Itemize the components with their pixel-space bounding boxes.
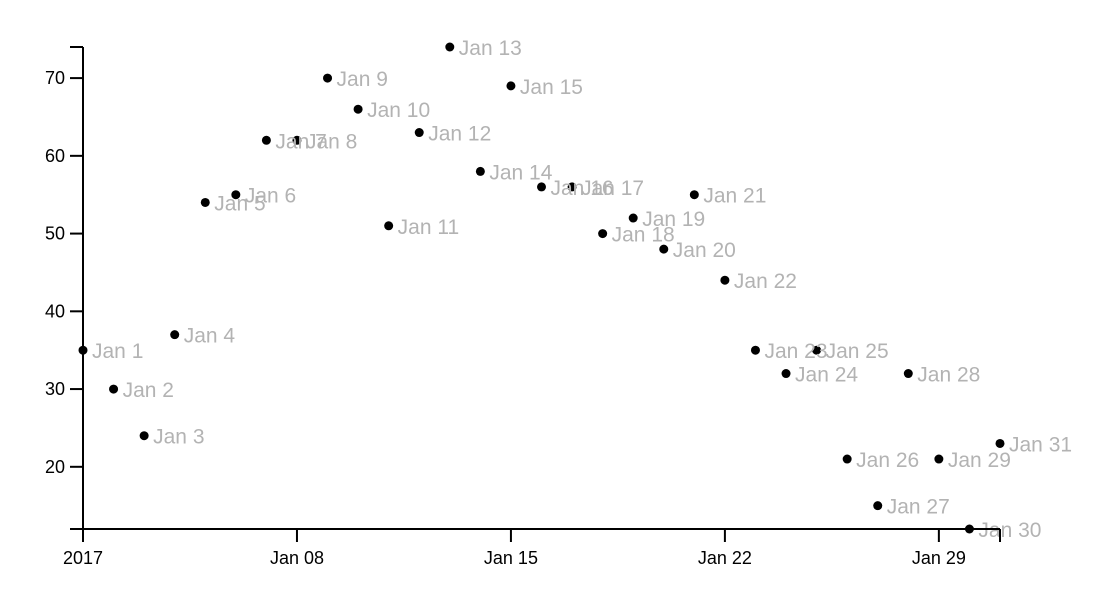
x-tick-label: Jan 15 xyxy=(484,548,538,568)
y-tick-label: 70 xyxy=(45,68,65,88)
data-point[interactable] xyxy=(934,454,944,464)
data-point-label: Jan 9 xyxy=(337,68,388,91)
data-point-label: Jan 12 xyxy=(428,123,491,146)
y-tick-label: 50 xyxy=(45,224,65,244)
data-point[interactable] xyxy=(995,438,1005,448)
y-tick-label: 20 xyxy=(45,457,65,477)
x-tick-label: Jan 08 xyxy=(270,548,324,568)
data-point[interactable] xyxy=(353,104,363,114)
data-point[interactable] xyxy=(384,221,394,231)
data-point-label: Jan 18 xyxy=(612,224,675,247)
data-point[interactable] xyxy=(720,275,730,285)
data-point-label: Jan 10 xyxy=(367,99,430,122)
y-tick-label: 30 xyxy=(45,379,65,399)
data-point-label: Jan 5 xyxy=(214,192,265,215)
data-point[interactable] xyxy=(842,454,852,464)
data-point-label: Jan 21 xyxy=(703,185,766,208)
data-point[interactable] xyxy=(873,501,883,511)
data-point[interactable] xyxy=(689,190,699,200)
data-point[interactable] xyxy=(200,197,210,207)
data-point[interactable] xyxy=(537,182,546,192)
y-axis: 20 30 40 50 60 70 xyxy=(45,46,84,542)
data-point-label: Jan 4 xyxy=(184,325,236,348)
x-axis: 2017 Jan 08 Jan 15 Jan 22 Jan 29 xyxy=(63,528,1001,568)
data-point[interactable] xyxy=(750,345,760,355)
data-point-label: Jan 7 xyxy=(275,130,326,153)
data-point[interactable] xyxy=(170,330,180,340)
data-point-label: Jan 17 xyxy=(581,177,644,200)
data-point[interactable] xyxy=(781,369,791,379)
data-point[interactable] xyxy=(109,384,119,394)
data-point[interactable] xyxy=(231,190,241,200)
data-point-label: Jan 26 xyxy=(856,449,919,472)
data-point-label: Jan 6 xyxy=(245,185,296,208)
data-point-label: Jan 28 xyxy=(917,364,980,387)
data-point[interactable] xyxy=(598,229,608,239)
data-point-label: Jan 15 xyxy=(520,76,583,99)
data-point[interactable] xyxy=(567,182,577,192)
data-point-label: Jan 23 xyxy=(764,340,827,363)
data-point-label: Jan 3 xyxy=(153,426,204,449)
data-point[interactable] xyxy=(475,166,485,176)
data-point-label: Jan 11 xyxy=(398,216,460,239)
data-point[interactable] xyxy=(414,128,424,138)
data-point-label: Jan 27 xyxy=(887,496,950,519)
data-point-label: Jan 13 xyxy=(459,37,522,60)
data-point[interactable] xyxy=(139,431,149,441)
data-point-label: Jan 8 xyxy=(306,130,357,153)
data-point-label: Jan 2 xyxy=(123,379,174,402)
points-layer xyxy=(78,42,1005,534)
data-point-label: Jan 14 xyxy=(489,161,552,184)
data-point[interactable] xyxy=(292,135,302,145)
x-tick-label: 2017 xyxy=(63,548,103,568)
data-point-label: Jan 31 xyxy=(1009,433,1072,456)
data-point[interactable] xyxy=(445,42,455,52)
data-point[interactable] xyxy=(628,213,638,223)
data-point-label: Jan 25 xyxy=(826,340,889,363)
y-tick-label: 60 xyxy=(45,146,65,166)
data-point-label: Jan 19 xyxy=(642,208,705,231)
data-point-label: Jan 1 xyxy=(92,340,143,363)
data-point[interactable] xyxy=(261,135,271,145)
data-point[interactable] xyxy=(812,345,822,355)
y-tick-label: 40 xyxy=(45,301,65,321)
data-point-label: Jan 29 xyxy=(948,449,1011,472)
x-tick-label: Jan 22 xyxy=(698,548,752,568)
data-point-label: Jan 22 xyxy=(734,270,797,293)
data-point[interactable] xyxy=(659,244,669,254)
data-point[interactable] xyxy=(903,369,913,379)
data-point-label: Jan 24 xyxy=(795,364,858,387)
data-point-label: Jan 30 xyxy=(978,519,1041,542)
x-tick-label: Jan 29 xyxy=(912,548,966,568)
data-point-label: Jan 16 xyxy=(551,177,614,200)
data-point[interactable] xyxy=(506,81,516,91)
data-point[interactable] xyxy=(323,73,333,83)
data-point-label: Jan 20 xyxy=(673,239,736,262)
